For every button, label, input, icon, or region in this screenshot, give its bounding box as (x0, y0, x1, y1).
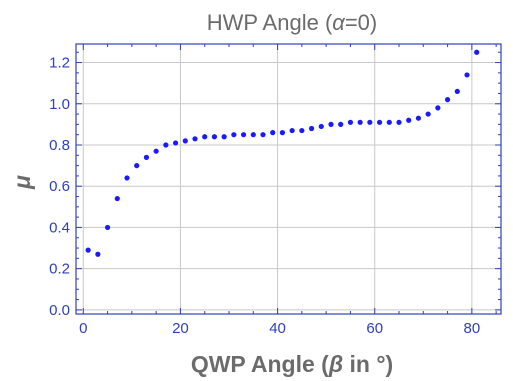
data-point (143, 154, 150, 160)
data-point (85, 247, 91, 253)
y-tick-label: 1.0 (49, 96, 70, 113)
y-tick-label: 0.0 (49, 302, 70, 319)
data-point (474, 49, 480, 55)
data-point (260, 132, 266, 138)
data-point (338, 121, 344, 127)
title-alpha-symbol: α (332, 10, 346, 35)
chart-title: HWP Angle (α=0) (207, 10, 378, 35)
data-point (134, 163, 140, 169)
data-point (124, 175, 130, 181)
data-point (386, 119, 392, 125)
y-tick-label: 0.2 (49, 261, 70, 278)
data-point (464, 72, 470, 78)
y-axis-label: μ (9, 175, 35, 190)
data-points (85, 49, 480, 257)
data-point (435, 105, 441, 111)
y-tick-label: 1.2 (49, 55, 70, 72)
data-point (376, 119, 383, 125)
tick-labels: 0 20 40 60 80 0.0 0.2 0.4 0.6 0.8 1.0 1.2 (49, 55, 480, 337)
x-tick-label: 0 (79, 320, 87, 337)
x-tick-label: 40 (269, 320, 286, 337)
y-tick-label: 0.8 (49, 137, 70, 154)
data-point (308, 125, 315, 132)
data-point (425, 111, 431, 117)
data-point (192, 136, 198, 142)
x-tick-label: 80 (464, 320, 481, 337)
y-tick-label: 0.4 (49, 219, 70, 236)
data-point (454, 88, 460, 95)
data-point (163, 142, 169, 148)
x-tick-label: 20 (172, 320, 189, 337)
data-point (270, 130, 276, 136)
data-point (114, 195, 120, 202)
data-point (221, 134, 227, 140)
data-point (299, 127, 305, 134)
data-point (347, 119, 354, 125)
data-point (357, 119, 363, 125)
data-point (240, 132, 247, 138)
data-point (318, 123, 324, 130)
data-point (104, 224, 111, 231)
axis-ticks (76, 44, 501, 314)
data-point (279, 130, 286, 136)
data-point (211, 134, 218, 140)
data-point (396, 119, 402, 125)
data-point (95, 251, 101, 257)
data-point (153, 148, 159, 154)
grid-lines (76, 44, 501, 314)
data-point (250, 132, 256, 138)
x-tick-label: 60 (366, 320, 383, 337)
data-point (406, 117, 412, 123)
data-point (415, 115, 422, 121)
y-tick-label: 0.6 (49, 178, 70, 195)
data-point (328, 121, 334, 127)
data-point (172, 140, 179, 146)
x-axis-label: QWP Angle (β in °) (191, 351, 393, 377)
plot-frame (75, 43, 502, 315)
data-point (289, 127, 295, 134)
data-point (182, 138, 188, 144)
data-point (444, 97, 451, 103)
data-point (202, 134, 208, 140)
xlabel-beta-symbol: β (328, 351, 343, 377)
data-point (367, 119, 373, 125)
data-point (231, 132, 237, 138)
